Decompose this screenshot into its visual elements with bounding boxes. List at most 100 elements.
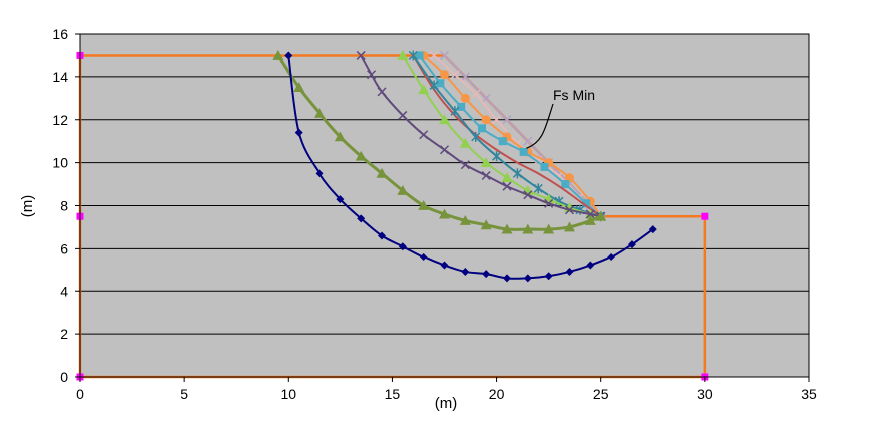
series-7-point-5 [498, 137, 507, 146]
x-tick-label-35: 35 [801, 386, 817, 402]
series-8-point-3 [460, 93, 470, 103]
x-tick-label-25: 25 [593, 386, 609, 402]
series-8-point-4 [481, 115, 491, 125]
series-3-point-5 [419, 130, 429, 140]
series-7-point-8 [561, 180, 570, 189]
x-tick-label-15: 15 [385, 386, 401, 402]
series-10-point-5 [523, 136, 533, 146]
series-3-point-7 [460, 160, 470, 170]
y-axis-title: (m) [19, 195, 36, 218]
series-1-point-11 [482, 270, 491, 279]
series-8-point-2 [440, 70, 449, 80]
series-3-point-1 [356, 50, 366, 60]
series-1-point-3 [315, 169, 324, 178]
series-2-point-16 [584, 215, 596, 225]
series-1-point-7 [398, 242, 407, 251]
annotation-leader [526, 103, 554, 149]
series-1-point-14 [544, 272, 553, 281]
series-7-point-7 [540, 162, 549, 171]
x-axis-title: (m) [435, 395, 458, 412]
series-1-point-8 [419, 252, 428, 261]
series-1-point-13 [523, 274, 532, 283]
series-1-point-5 [357, 214, 366, 223]
series-3-point-10 [523, 190, 533, 200]
series-2-point-12 [501, 223, 513, 234]
series-1-point-15 [565, 267, 574, 276]
series-4-point-5 [480, 157, 492, 168]
x-tick-label-20: 20 [489, 386, 505, 402]
x-tick-label-30: 30 [697, 386, 713, 402]
series-2-point-15 [563, 221, 575, 232]
series-3-point-4 [398, 110, 408, 120]
x-tick-label-0: 0 [76, 386, 84, 402]
y-tick-label-14: 14 [52, 69, 68, 85]
series-9-point-2 [450, 70, 460, 80]
series-3-point-11 [544, 198, 554, 208]
series-2-point-7 [397, 184, 409, 195]
annotation-group: Fs Min [526, 87, 595, 149]
y-tick-label-2: 2 [60, 326, 68, 342]
series-1-point-19 [648, 225, 657, 234]
series-6-line [412, 54, 602, 218]
series-4-point-1 [397, 49, 409, 60]
series-5-point-7 [533, 183, 543, 194]
y-tick-label-10: 10 [52, 155, 68, 171]
series-8-point-8 [564, 173, 574, 183]
series-7-point-3 [457, 102, 466, 111]
series-2-point-9 [439, 208, 450, 219]
series-9-point-1 [429, 50, 439, 60]
series-1-point-12 [502, 274, 511, 283]
series-5-point-2 [429, 80, 439, 91]
series-3-point-2 [367, 70, 377, 80]
x-tick-label-10: 10 [280, 386, 296, 402]
series-3-point-3 [377, 87, 387, 97]
series-5-point-3 [450, 106, 460, 117]
series-1-point-10 [461, 267, 470, 276]
y-tick-label-4: 4 [60, 283, 68, 299]
series-4-point-4 [459, 137, 471, 148]
series-2-point-14 [543, 223, 555, 234]
series-2-point-8 [418, 200, 430, 210]
series-2-point-6 [376, 167, 388, 178]
series-3-point-6 [439, 145, 450, 155]
axis-ticks: 0 5 10 15 20 25 30 35 0 2 4 6 8 10 12 14 16 [52, 26, 817, 402]
series-5-point-1 [408, 50, 418, 61]
series-1-point-17 [607, 252, 616, 261]
series-10-point-3 [481, 93, 491, 103]
series-3-point-9 [502, 181, 512, 191]
series-7-line [418, 54, 602, 218]
series-3-point-13 [585, 209, 595, 219]
annotation-label: Fs Min [553, 87, 595, 103]
series-8-line [422, 54, 602, 218]
y-tick-label-16: 16 [52, 26, 68, 42]
series-7-point-6 [519, 147, 528, 156]
series-2-point-3 [314, 107, 326, 118]
series-1-point-1 [284, 51, 293, 60]
series-2-point-1 [272, 49, 284, 60]
series-7-point-2 [436, 79, 445, 88]
series-4-point-2 [418, 84, 430, 95]
series-2-point-2 [293, 82, 305, 92]
series-1-point-16 [586, 261, 595, 270]
series-4-point-3 [439, 114, 450, 125]
series-group [272, 49, 657, 283]
profile-marker-4 [701, 212, 709, 220]
series-2-point-13 [522, 223, 534, 234]
series-9-point-4 [492, 115, 502, 125]
series-1-point-6 [378, 231, 387, 240]
y-tick-label-12: 12 [52, 112, 68, 128]
series-7-point-9 [582, 199, 591, 208]
series-3-point-12 [564, 205, 575, 215]
series-9-point-3 [471, 89, 481, 99]
series-7-point-4 [477, 124, 486, 133]
series-2-point-17 [595, 210, 607, 221]
series-1-point-4 [336, 195, 345, 204]
series-5-point-6 [512, 168, 522, 179]
y-tick-label-0: 0 [60, 369, 68, 385]
series-7-point-1 [415, 51, 424, 60]
series-1-point-2 [294, 128, 303, 137]
x-tick-label-5: 5 [180, 386, 188, 402]
series-10-point-4 [502, 115, 512, 125]
